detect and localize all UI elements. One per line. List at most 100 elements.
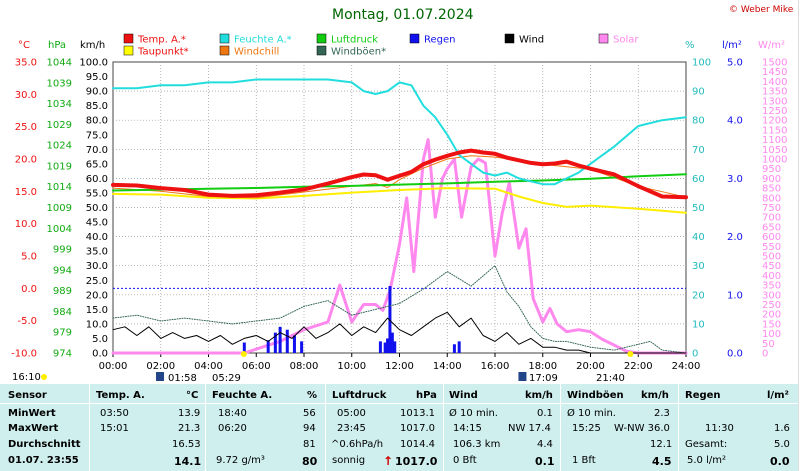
wind-unit: km/h (525, 390, 553, 401)
humidity-min-time: 18:40 (218, 408, 247, 419)
tick-solar: 650 (762, 222, 781, 233)
tick-humidity: 70 (692, 145, 705, 156)
rain-bar (386, 338, 390, 353)
tick-solar: 300 (762, 290, 781, 301)
rain-day-total: 5.0 l/m² (687, 455, 726, 466)
legend-swatch (409, 33, 420, 44)
rain-bar (273, 332, 277, 353)
tick-solar: 100 (762, 329, 781, 340)
legend-label: Windböen* (331, 47, 386, 58)
moonset-label: 17:09 (529, 373, 558, 384)
tick-solar: 1350 (762, 87, 787, 98)
weather-chart: 100.095.090.085.080.075.070.065.060.055.… (11, 33, 787, 381)
tick-solar: 1500 (762, 58, 787, 69)
sunset-label: 21:40 (596, 373, 625, 384)
tick-solar: 1300 (762, 96, 787, 107)
tick-rain: 5.0 (727, 58, 743, 69)
tick-humidity: 60 (692, 174, 705, 185)
wind-bft: 0 Bft (453, 455, 477, 466)
tick-wind: 5.0 (92, 334, 108, 345)
tick-temp: 5.0 (21, 252, 37, 263)
tick-solar: 150 (762, 319, 781, 330)
temp-header: Temp. A. (96, 390, 145, 401)
wind-distance: 106.3 km (453, 439, 501, 450)
tick-wind: 25.0 (86, 276, 108, 287)
temp-max: 21.3 (178, 423, 201, 434)
sun-indicator-icon (41, 374, 47, 380)
temp-unit: °C (186, 390, 199, 401)
tick-wind: 40.0 (86, 232, 108, 243)
rain-bar (285, 329, 289, 353)
tick-wind: 45.0 (86, 218, 108, 229)
rain-unit: l/m² (767, 390, 789, 401)
tick-solar: 1100 (762, 135, 787, 146)
stats-row-label-sensor: Sensor (8, 390, 47, 401)
tick-pressure: 984 (53, 307, 72, 318)
legend-label: Feuchte A.* (234, 35, 292, 46)
tick-pressure: 1029 (47, 120, 72, 131)
tick-temp: 0.0 (21, 284, 37, 295)
tick-solar: 900 (762, 174, 781, 185)
tick-pressure: 1009 (47, 203, 72, 214)
legend-label: Windchill (234, 47, 279, 58)
pressure-min-time: 05:00 (337, 408, 366, 419)
tick-wind: 60.0 (86, 174, 108, 185)
stats-panel: Sensor MinWert MaxWert Durchschnitt 01.0… (0, 384, 798, 471)
tick-time: 00:00 (99, 361, 128, 372)
tick-time: 06:00 (242, 361, 271, 372)
tick-temp: 10.0 (15, 219, 37, 230)
tick-solar: 700 (762, 213, 781, 224)
tick-solar: 800 (762, 193, 781, 204)
temp-min: 13.9 (178, 408, 201, 419)
tick-wind: 55.0 (86, 188, 108, 199)
tick-pressure: 999 (53, 245, 72, 256)
pressure-current: 1017.0 (395, 455, 438, 468)
pressure-trend: ^0.6hPa/h (331, 439, 384, 450)
moonrise-label: 01:58 (168, 373, 197, 384)
tick-solar: 1000 (762, 155, 787, 166)
tick-wind: 95.0 (86, 72, 108, 83)
axis-unit-rain: l/m² (722, 40, 742, 51)
gust-max-time: 15:25 (572, 423, 601, 434)
rain-current: 0.0 (770, 455, 790, 468)
rain-total: 5.0 (774, 439, 790, 450)
legend-swatch (316, 45, 327, 56)
temp-max-time: 15:01 (100, 423, 129, 434)
wind-avg-label: Ø 10 min. (449, 408, 498, 419)
tick-solar: 450 (762, 261, 781, 272)
tick-humidity: 30 (692, 261, 705, 272)
series-humidity-line (112, 78, 687, 186)
tick-time: 22:00 (624, 361, 653, 372)
rain-bar (383, 342, 387, 353)
tick-pressure: 994 (53, 265, 72, 276)
axis-unit-wind: km/h (80, 40, 106, 51)
plot-area (112, 61, 687, 354)
tick-wind: 90.0 (86, 87, 108, 98)
legend-label: Luftdruck (331, 35, 378, 46)
temp-avg: 16.53 (172, 439, 201, 450)
legend-label: Regen (424, 35, 456, 46)
legend-swatch (219, 33, 230, 44)
tick-wind: 30.0 (86, 261, 108, 272)
tick-solar: 1450 (762, 67, 787, 78)
tick-time: 20:00 (576, 361, 605, 372)
series-dewpoint-line (112, 187, 687, 214)
tick-humidity: 90 (692, 87, 705, 98)
axis-unit-humidity: % (685, 40, 695, 51)
wind-max-time: 14:15 (453, 423, 482, 434)
pressure-up-arrow-icon: ↑ (383, 454, 394, 468)
humidity-min: 56 (303, 408, 316, 419)
axis-unit-pressure: hPa (48, 40, 67, 51)
humidity-absolute: 9.72 g/m³ (216, 455, 265, 466)
tick-humidity: 100 (692, 58, 711, 69)
pressure-min: 1013.1 (400, 408, 435, 419)
legend-swatch (123, 45, 134, 56)
legend-label: Solar (613, 35, 639, 46)
tick-temp: 25.0 (15, 122, 37, 133)
tick-wind: 35.0 (86, 247, 108, 258)
tick-time: 24:00 (672, 361, 701, 372)
rain-bar (242, 342, 246, 353)
series-wind-line (112, 311, 687, 354)
rain-bar (378, 341, 382, 353)
rain-max: 1.6 (774, 423, 790, 434)
